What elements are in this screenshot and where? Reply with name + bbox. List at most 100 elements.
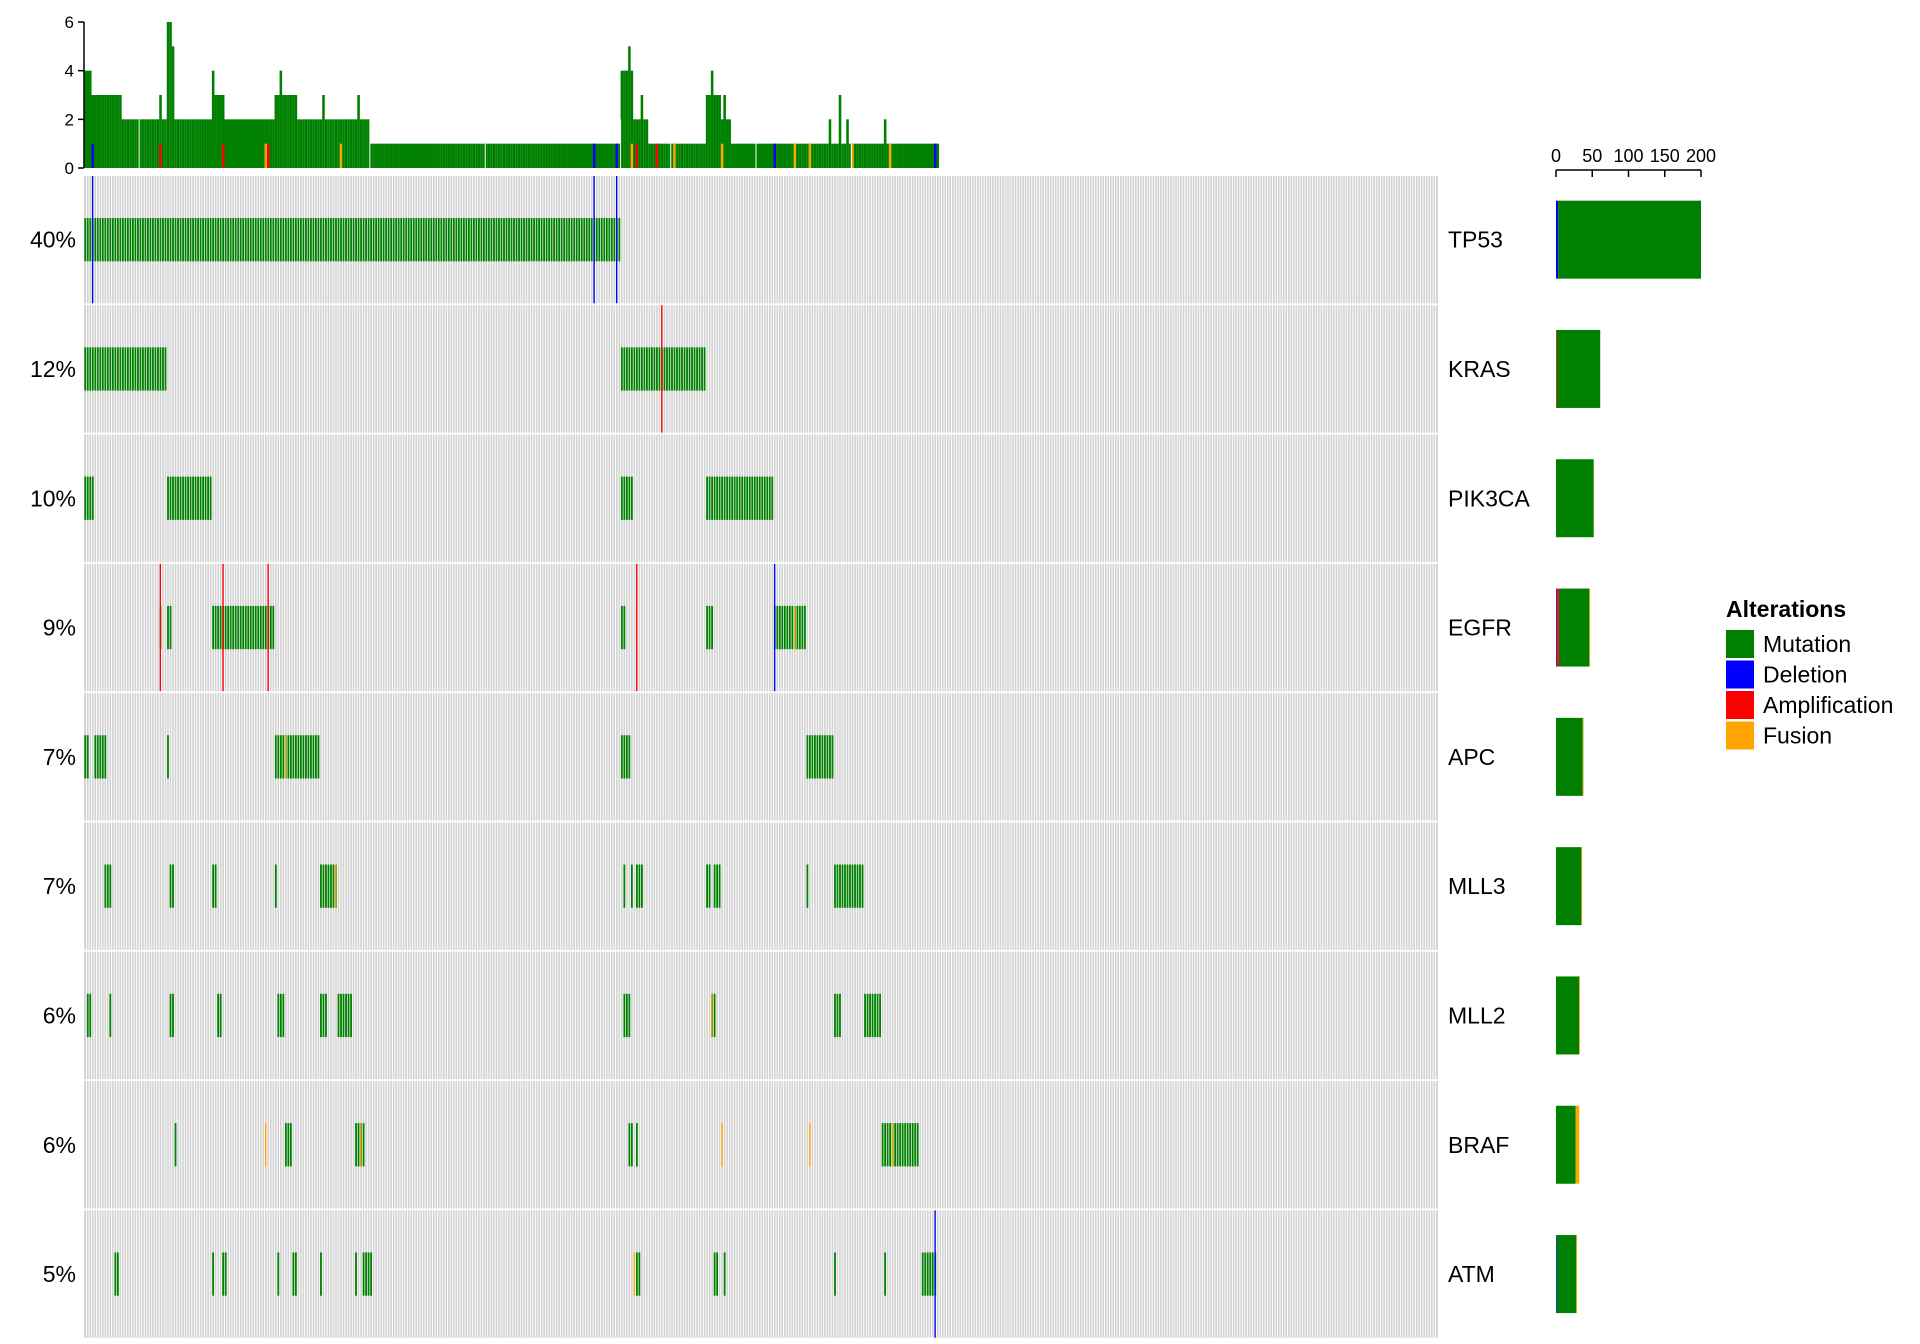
- mutation-cell: [756, 476, 759, 520]
- sample-total-bar: [337, 119, 340, 168]
- sample-total-bar: [196, 119, 200, 168]
- sample-deletion-bar: [615, 143, 619, 168]
- mutation-cell: [345, 993, 347, 1038]
- sample-total-bar: [209, 119, 212, 168]
- mutation-cell: [244, 605, 247, 650]
- sample-total-bar: [287, 95, 290, 168]
- mutation-cell: [350, 218, 352, 262]
- fusion-cell: [284, 735, 287, 779]
- mutation-cell: [718, 864, 721, 908]
- sample-amplification-bar: [267, 143, 270, 168]
- sample-total-bar: [841, 143, 844, 168]
- mutation-cell: [237, 605, 240, 650]
- sample-total-bar: [134, 119, 137, 168]
- sample-total-bar: [708, 95, 711, 168]
- mutation-cell: [427, 218, 430, 262]
- mutation-cell: [104, 864, 107, 908]
- mutation-cell: [806, 864, 809, 908]
- mutation-cell: [716, 476, 719, 520]
- mutation-cell: [187, 476, 189, 520]
- mutation-cell: [199, 218, 202, 262]
- sample-total-bar: [440, 143, 443, 168]
- sample-total-bar: [397, 143, 400, 168]
- gene-percent-label: 9%: [43, 615, 76, 641]
- mutation-cell: [412, 218, 415, 262]
- sample-total-bar: [455, 143, 458, 168]
- sample-total-bar: [603, 143, 606, 168]
- mutation-cell: [738, 476, 741, 520]
- mutation-cell: [432, 218, 435, 262]
- mutation-cell: [425, 218, 428, 262]
- sample-total-bar: [816, 143, 819, 168]
- sample-total-bar: [903, 143, 907, 168]
- gene-row-tp53: 40% TP53: [30, 176, 1503, 304]
- mutation-cell: [365, 218, 367, 262]
- sample-total-bar: [304, 119, 308, 168]
- gene-row-egfr: 9% EGFR: [43, 563, 1512, 692]
- mutation-cell: [229, 218, 232, 262]
- mutation-cell: [194, 476, 197, 520]
- gene-row-mll3: 7% MLL3: [43, 822, 1506, 950]
- sample-total-bar: [738, 143, 741, 168]
- mutation-cell: [816, 735, 819, 779]
- sample-total-bar: [136, 119, 140, 168]
- mutation-cell: [382, 218, 385, 262]
- mutation-cell: [701, 347, 703, 391]
- sample-total-bar: [442, 143, 446, 168]
- gene-percent-label: 7%: [43, 744, 76, 770]
- sample-total-bar: [104, 95, 107, 168]
- mutation-cell: [317, 735, 320, 779]
- sample-total-bar: [813, 143, 817, 168]
- sample-total-bar: [512, 143, 516, 168]
- gene-percent-label: 12%: [30, 356, 76, 382]
- mutation-cell: [814, 735, 816, 779]
- mutation-cell: [99, 347, 102, 391]
- mutation-cell: [683, 347, 686, 391]
- mutation-cell: [731, 476, 734, 520]
- sample-amplification-bar: [635, 143, 639, 168]
- mutation-cell: [485, 218, 488, 262]
- mutation-cell: [274, 735, 277, 779]
- sample-total-bar: [856, 143, 859, 168]
- mutation-cell: [352, 218, 355, 262]
- mutation-cell: [783, 605, 786, 650]
- mutation-cell: [545, 218, 548, 262]
- sample-fusion-bar: [264, 143, 268, 168]
- mutation-cell: [142, 218, 144, 262]
- sample-total-bar: [490, 143, 493, 168]
- mutation-cell: [836, 993, 839, 1038]
- mutation-cell: [583, 218, 586, 262]
- mutation-cell: [212, 864, 215, 908]
- mutation-cell: [330, 864, 332, 908]
- mutation-cell: [264, 605, 267, 650]
- mutation-cell: [272, 218, 275, 262]
- mutation-cell: [505, 218, 508, 262]
- sample-total-bar: [86, 70, 90, 168]
- mutation-cell: [99, 735, 102, 779]
- sample-total-bar: [282, 95, 285, 168]
- mutation-cell: [402, 218, 405, 262]
- sample-total-bar: [590, 143, 594, 168]
- mutation-cell: [131, 218, 134, 262]
- sample-total-bar: [277, 95, 280, 168]
- mutation-cell: [625, 735, 628, 779]
- mutation-cell: [322, 218, 325, 262]
- mutation-cell: [312, 735, 315, 779]
- sample-total-bar: [685, 143, 689, 168]
- sample-total-bar: [613, 143, 616, 168]
- sample-total-bar: [660, 143, 664, 168]
- mutation-cell: [89, 347, 92, 391]
- sample-total-bar: [620, 70, 624, 168]
- top-barplot-tick-label: 4: [65, 62, 74, 81]
- mutation-cell: [437, 218, 440, 262]
- mutation-cell: [663, 347, 666, 391]
- mutation-cell: [580, 218, 583, 262]
- sample-total-bar: [91, 95, 95, 168]
- mutation-cell: [277, 993, 280, 1038]
- sample-total-bar: [750, 143, 754, 168]
- mutation-cell: [207, 476, 210, 520]
- mutation-cell: [864, 993, 866, 1038]
- mutation-cell: [347, 218, 350, 262]
- mutation-cell: [101, 218, 104, 262]
- mutation-cell: [696, 347, 698, 391]
